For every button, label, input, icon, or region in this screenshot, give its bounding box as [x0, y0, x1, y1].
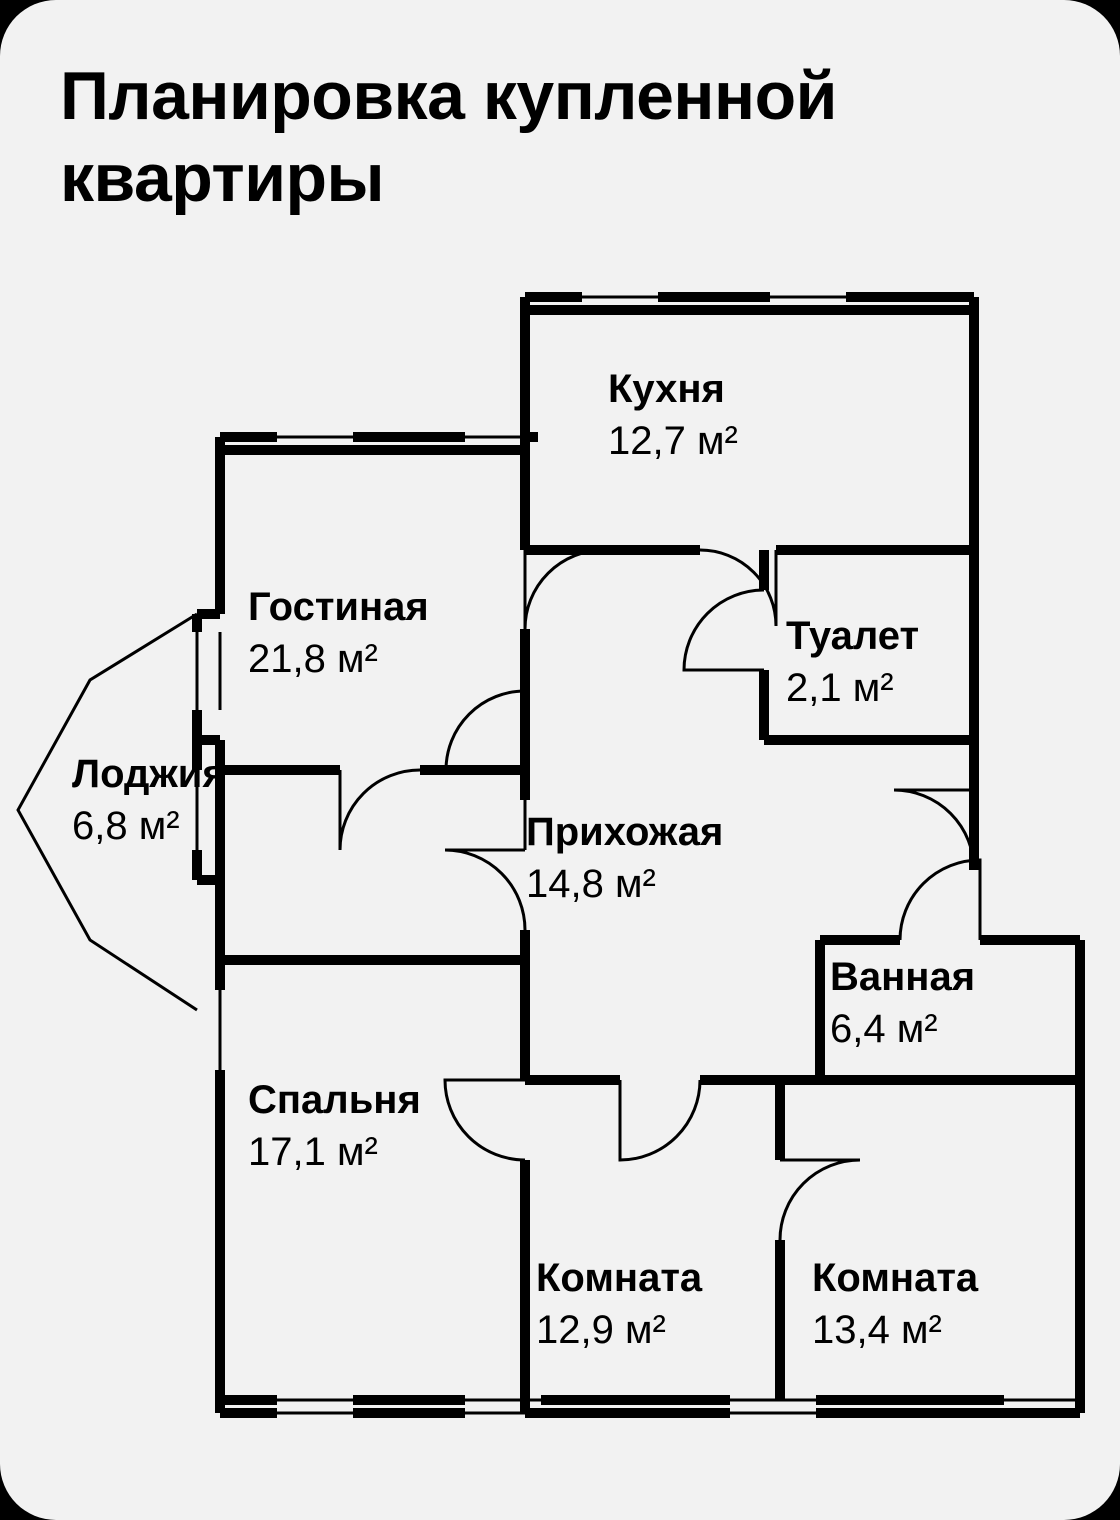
room-name-loggia: Лоджия: [72, 752, 226, 796]
room-name-kitchen: Кухня: [608, 367, 725, 411]
room-name-room2: Комната: [812, 1256, 979, 1300]
door-arc: [620, 1080, 700, 1160]
room-name-room1: Комната: [536, 1256, 703, 1300]
room-area-loggia: 6,8 м²: [72, 804, 180, 848]
room-name-bedroom: Спальня: [248, 1078, 421, 1122]
room-name-bathroom: Ванная: [830, 955, 975, 999]
room-area-living: 21,8 м²: [248, 637, 378, 681]
floorplan-card: Планировка купленной квартиры Кухня12,7 …: [0, 0, 1120, 1520]
room-area-room2: 13,4 м²: [812, 1308, 942, 1352]
door-arc: [525, 550, 604, 629]
door-arc: [445, 850, 525, 930]
room-area-toilet: 2,1 м²: [786, 666, 894, 710]
room-area-room1: 12,9 м²: [536, 1308, 666, 1352]
room-name-living: Гостиная: [248, 585, 429, 629]
room-area-bedroom: 17,1 м²: [248, 1130, 378, 1174]
door-arc: [780, 1160, 860, 1240]
door-arc: [900, 860, 980, 940]
door-arc: [340, 770, 420, 850]
door-arc: [446, 691, 525, 770]
room-area-kitchen: 12,7 м²: [608, 419, 738, 463]
door-arc: [684, 590, 764, 670]
room-area-bathroom: 6,4 м²: [830, 1007, 938, 1051]
floorplan-svg: Кухня 12,7 м² Гостиная 21,8 м² Туалет 2,1 м² Л…: [0, 0, 1120, 1520]
room-area-hallway: 14,8 м²: [526, 862, 656, 906]
room-name-hallway: Прихожая: [526, 810, 723, 854]
door-arc: [894, 790, 974, 870]
door-arc: [445, 1080, 525, 1160]
room-name-toilet: Туалет: [786, 614, 919, 658]
